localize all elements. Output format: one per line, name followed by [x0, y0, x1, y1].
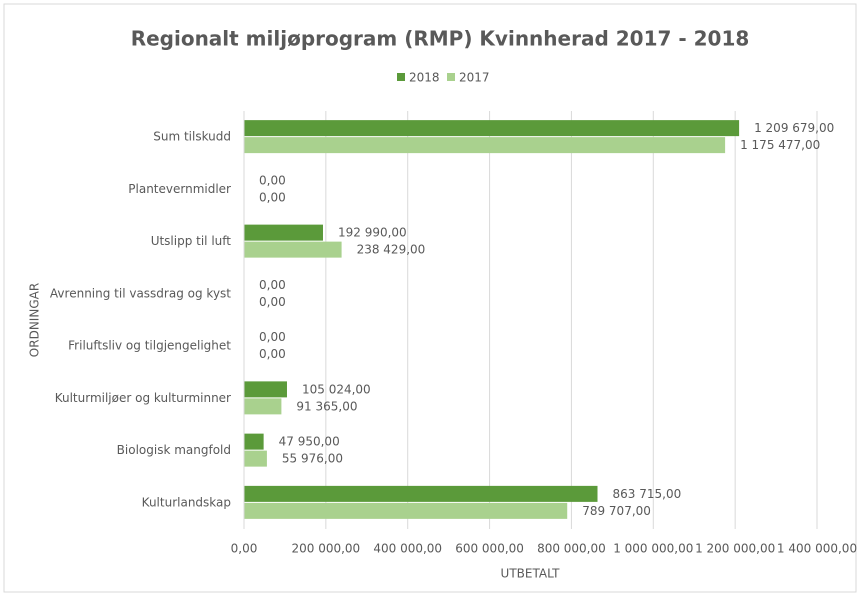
x-tick-label: 1 200 000,00 — [695, 542, 775, 556]
y-axis-title: ORDNINGAR — [28, 283, 42, 357]
bar — [244, 502, 568, 519]
chart-title: Regionalt miljøprogram (RMP) Kvinnherad … — [131, 27, 750, 51]
y-tick-label: Avrenning til vassdrag og kyst — [50, 286, 231, 300]
value-label: 0,00 — [259, 295, 286, 309]
legend-swatch — [447, 73, 455, 81]
x-tick-label: 1 400 000,00 — [777, 542, 857, 556]
value-label: 192 990,00 — [338, 226, 407, 240]
value-label: 238 429,00 — [357, 243, 426, 257]
value-label: 0,00 — [259, 330, 286, 344]
bar — [244, 433, 264, 450]
value-label: 0,00 — [259, 190, 286, 204]
legend-label: 2018 — [409, 71, 440, 85]
bar — [244, 241, 342, 258]
value-label: 55 976,00 — [282, 452, 343, 466]
bar — [244, 137, 726, 154]
y-tick-label: Friluftsliv og tilgjengelighet — [68, 339, 231, 353]
y-tick-label: Utslipp til luft — [151, 234, 232, 248]
x-tick-label: 400 000,00 — [373, 542, 442, 556]
value-label: 863 715,00 — [613, 487, 682, 501]
x-tick-label: 200 000,00 — [291, 542, 360, 556]
x-tick-label: 600 000,00 — [455, 542, 524, 556]
bar — [244, 224, 323, 241]
value-label: 91 365,00 — [296, 399, 357, 413]
legend-label: 2017 — [459, 71, 490, 85]
x-tick-label: 1 000 000,00 — [613, 542, 693, 556]
bar — [244, 398, 282, 415]
y-tick-label: Biologisk mangfold — [117, 443, 231, 457]
value-label: 1 175 477,00 — [740, 138, 820, 152]
value-label: 47 950,00 — [279, 435, 340, 449]
value-label: 789 707,00 — [582, 504, 651, 518]
x-axis-title: UTBETALT — [501, 567, 561, 581]
value-label: 1 209 679,00 — [754, 121, 834, 135]
x-tick-label: 0,00 — [231, 542, 258, 556]
bar — [244, 485, 598, 502]
x-tick-label: 800 000,00 — [537, 542, 606, 556]
legend-swatch — [397, 73, 405, 81]
y-tick-label: Kulturlandskap — [142, 495, 231, 509]
value-label: 0,00 — [259, 347, 286, 361]
value-label: 0,00 — [259, 278, 286, 292]
bar — [244, 381, 287, 398]
y-tick-label: Plantevernmidler — [128, 182, 231, 196]
bar — [244, 120, 740, 137]
y-tick-label: Sum tilskudd — [153, 130, 231, 144]
y-tick-label: Kulturmiljøer og kulturminner — [55, 391, 231, 405]
value-label: 0,00 — [259, 173, 286, 187]
bar — [244, 450, 267, 467]
value-label: 105 024,00 — [302, 382, 371, 396]
